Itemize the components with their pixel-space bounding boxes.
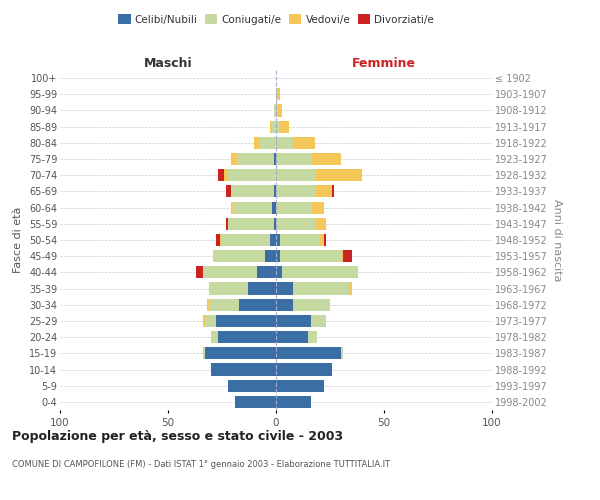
Bar [215,234,220,246]
Bar [226,218,229,230]
Bar [276,104,278,117]
Bar [209,298,239,311]
Bar [218,169,224,181]
Bar [237,153,274,165]
Bar [276,153,311,165]
Bar [283,266,358,278]
Bar [272,120,276,132]
Bar [308,331,317,343]
Bar [274,104,276,117]
Bar [280,120,289,132]
Bar [319,234,323,246]
Bar [276,396,311,408]
Bar [276,186,315,198]
Bar [224,169,229,181]
Bar [209,282,248,294]
Bar [233,202,272,213]
Bar [276,120,280,132]
Y-axis label: Anni di nascita: Anni di nascita [551,198,562,281]
Bar [343,250,352,262]
Bar [235,396,276,408]
Bar [276,250,280,262]
Bar [272,202,276,213]
Bar [211,331,218,343]
Bar [229,218,274,230]
Bar [276,88,278,101]
Bar [276,380,323,392]
Bar [274,153,276,165]
Bar [205,315,215,327]
Bar [276,315,311,327]
Bar [269,234,276,246]
Bar [311,315,326,327]
Text: Maschi: Maschi [143,57,193,70]
Bar [276,266,283,278]
Bar [274,186,276,198]
Bar [341,348,343,360]
Bar [218,331,276,343]
Bar [203,348,205,360]
Bar [274,218,276,230]
Bar [323,234,326,246]
Y-axis label: Fasce di età: Fasce di età [13,207,23,273]
Bar [229,380,276,392]
Bar [196,266,203,278]
Bar [278,88,280,101]
Bar [248,282,276,294]
Bar [205,348,276,360]
Legend: Celibi/Nubili, Coniugati/e, Vedovi/e, Divorziati/e: Celibi/Nubili, Coniugati/e, Vedovi/e, Di… [114,10,438,29]
Bar [276,348,341,360]
Bar [293,298,330,311]
Bar [276,331,308,343]
Bar [230,202,233,213]
Bar [239,298,276,311]
Bar [211,364,276,376]
Bar [315,218,326,230]
Bar [203,315,205,327]
Text: COMUNE DI CAMPOFILONE (FM) - Dati ISTAT 1° gennaio 2003 - Elaborazione TUTTITALI: COMUNE DI CAMPOFILONE (FM) - Dati ISTAT … [12,460,390,469]
Text: Femmine: Femmine [352,57,416,70]
Bar [220,234,222,246]
Bar [226,186,230,198]
Bar [341,250,343,262]
Bar [230,153,237,165]
Bar [276,234,280,246]
Bar [259,137,276,149]
Bar [276,364,332,376]
Bar [214,250,265,262]
Bar [229,169,276,181]
Bar [276,202,311,213]
Bar [222,234,269,246]
Bar [293,137,315,149]
Bar [215,315,276,327]
Bar [293,282,349,294]
Bar [278,104,283,117]
Bar [254,137,259,149]
Bar [276,137,293,149]
Bar [280,250,341,262]
Bar [311,153,341,165]
Bar [230,186,274,198]
Text: Popolazione per età, sesso e stato civile - 2003: Popolazione per età, sesso e stato civil… [12,430,343,443]
Bar [276,218,315,230]
Bar [315,169,362,181]
Bar [265,250,276,262]
Bar [276,298,293,311]
Bar [203,266,257,278]
Bar [311,202,323,213]
Bar [315,186,332,198]
Bar [332,186,334,198]
Bar [280,234,319,246]
Bar [349,282,352,294]
Bar [207,298,209,311]
Bar [269,120,272,132]
Bar [276,169,315,181]
Bar [276,282,293,294]
Bar [257,266,276,278]
